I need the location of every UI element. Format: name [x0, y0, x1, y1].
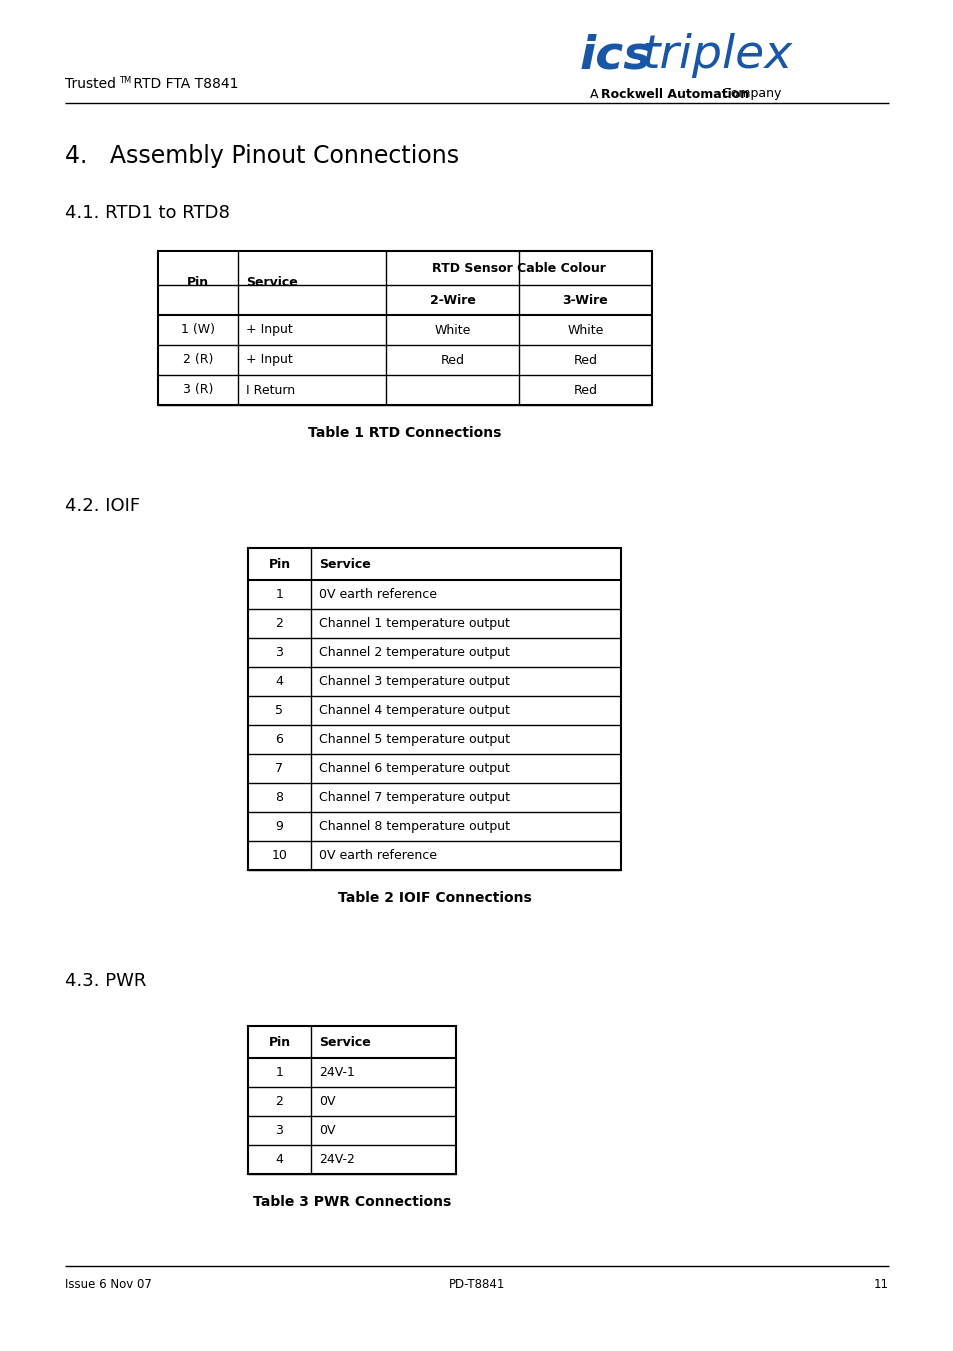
- Text: 1 (W): 1 (W): [181, 323, 214, 336]
- Text: Table 2 IOIF Connections: Table 2 IOIF Connections: [337, 892, 531, 905]
- Text: 0V: 0V: [318, 1124, 335, 1138]
- Text: 5: 5: [275, 704, 283, 717]
- Text: 3 (R): 3 (R): [183, 384, 213, 396]
- Text: Table 3 PWR Connections: Table 3 PWR Connections: [253, 1196, 451, 1209]
- Text: RTD FTA T8841: RTD FTA T8841: [129, 77, 238, 91]
- Text: Pin: Pin: [268, 558, 291, 570]
- Text: + Input: + Input: [246, 323, 293, 336]
- Text: Channel 6 temperature output: Channel 6 temperature output: [318, 762, 509, 775]
- Text: 1: 1: [275, 588, 283, 601]
- Text: triplex: triplex: [641, 34, 792, 78]
- Text: 0V earth reference: 0V earth reference: [318, 588, 436, 601]
- Text: 11: 11: [873, 1278, 888, 1290]
- Text: TM: TM: [119, 76, 132, 85]
- Text: Service: Service: [318, 558, 371, 570]
- Text: White: White: [567, 323, 603, 336]
- Text: 6: 6: [275, 734, 283, 746]
- Text: 4.   Assembly Pinout Connections: 4. Assembly Pinout Connections: [65, 145, 458, 168]
- Text: 24V-1: 24V-1: [318, 1066, 355, 1079]
- Text: 3-Wire: 3-Wire: [562, 293, 608, 307]
- Text: Channel 3 temperature output: Channel 3 temperature output: [318, 676, 509, 688]
- Text: 3: 3: [275, 646, 283, 659]
- Text: Channel 4 temperature output: Channel 4 temperature output: [318, 704, 509, 717]
- Text: Pin: Pin: [187, 277, 209, 289]
- Text: Channel 5 temperature output: Channel 5 temperature output: [318, 734, 510, 746]
- Text: Pin: Pin: [268, 1035, 291, 1048]
- Text: Issue 6 Nov 07: Issue 6 Nov 07: [65, 1278, 152, 1290]
- Text: Channel 1 temperature output: Channel 1 temperature output: [318, 617, 509, 630]
- Text: 4.3. PWR: 4.3. PWR: [65, 971, 146, 990]
- Bar: [158, 251, 651, 405]
- Text: ics: ics: [579, 34, 652, 78]
- Text: Red: Red: [573, 354, 597, 366]
- Text: 1: 1: [275, 1066, 283, 1079]
- Text: Channel 8 temperature output: Channel 8 temperature output: [318, 820, 510, 834]
- Text: A: A: [589, 88, 602, 100]
- Text: Service: Service: [318, 1035, 371, 1048]
- Text: Service: Service: [246, 277, 297, 289]
- Text: 2: 2: [275, 1096, 283, 1108]
- Text: Rockwell Automation: Rockwell Automation: [600, 88, 748, 100]
- Text: 4: 4: [275, 676, 283, 688]
- Text: PD-T8841: PD-T8841: [448, 1278, 505, 1290]
- Text: 10: 10: [272, 848, 287, 862]
- Text: 8: 8: [275, 790, 283, 804]
- Text: Channel 2 temperature output: Channel 2 temperature output: [318, 646, 509, 659]
- Text: Red: Red: [440, 354, 464, 366]
- Text: White: White: [434, 323, 470, 336]
- Text: Company: Company: [718, 88, 781, 100]
- Text: 0V: 0V: [318, 1096, 335, 1108]
- Bar: [248, 549, 620, 870]
- Bar: [159, 251, 385, 285]
- Text: 4.2. IOIF: 4.2. IOIF: [65, 497, 140, 515]
- Text: 0V earth reference: 0V earth reference: [318, 848, 436, 862]
- Text: I Return: I Return: [246, 384, 294, 396]
- Bar: [248, 1025, 456, 1174]
- Text: 9: 9: [275, 820, 283, 834]
- Text: 3: 3: [275, 1124, 283, 1138]
- Text: 24V-2: 24V-2: [318, 1152, 355, 1166]
- Text: RTD Sensor Cable Colour: RTD Sensor Cable Colour: [432, 262, 605, 274]
- Text: + Input: + Input: [246, 354, 293, 366]
- Text: 4: 4: [275, 1152, 283, 1166]
- Text: 4.1. RTD1 to RTD8: 4.1. RTD1 to RTD8: [65, 204, 230, 222]
- Text: Trusted: Trusted: [65, 77, 116, 91]
- Text: 2: 2: [275, 617, 283, 630]
- Text: Red: Red: [573, 384, 597, 396]
- Text: 2-Wire: 2-Wire: [429, 293, 475, 307]
- Text: 7: 7: [275, 762, 283, 775]
- Text: Table 1 RTD Connections: Table 1 RTD Connections: [308, 426, 501, 440]
- Text: 2 (R): 2 (R): [183, 354, 213, 366]
- Text: Channel 7 temperature output: Channel 7 temperature output: [318, 790, 510, 804]
